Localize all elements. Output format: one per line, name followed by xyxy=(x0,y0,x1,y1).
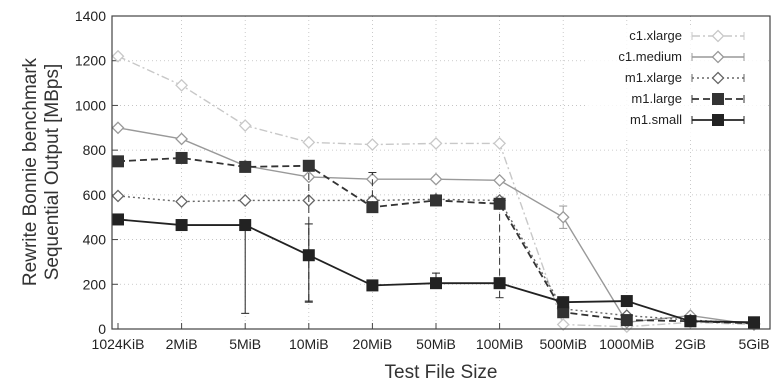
legend-swatch-marker xyxy=(711,71,725,85)
data-point xyxy=(429,137,443,150)
x-tick-label: 5GiB xyxy=(738,336,769,352)
data-point xyxy=(493,173,507,187)
x-tick-label: 20MiB xyxy=(353,336,393,352)
x-tick-label: 50MiB xyxy=(416,336,456,352)
data-point xyxy=(556,318,570,331)
x-tick-label: 1024KiB xyxy=(92,336,145,352)
data-point xyxy=(111,121,125,135)
series-line xyxy=(117,218,755,324)
data-point xyxy=(429,172,443,186)
data-point xyxy=(684,315,697,328)
series-layer xyxy=(111,49,761,334)
data-point xyxy=(556,210,570,224)
data-point xyxy=(111,189,125,203)
data-point xyxy=(366,279,379,292)
data-point xyxy=(239,219,252,232)
legend-swatch-marker xyxy=(711,50,725,64)
data-point xyxy=(366,201,379,214)
legend-label: c1.medium xyxy=(618,49,682,64)
data-point xyxy=(365,138,379,151)
data-point xyxy=(238,119,252,132)
y-tick-label: 1200 xyxy=(75,53,106,69)
y-tick-label: 800 xyxy=(83,142,107,158)
data-point xyxy=(748,316,760,329)
x-tick-label: 5MiB xyxy=(229,336,261,352)
series-line xyxy=(117,127,755,326)
data-point xyxy=(175,78,189,92)
data-point xyxy=(493,197,506,210)
data-point xyxy=(112,213,124,226)
y-tick-label: 1400 xyxy=(75,8,106,24)
data-point xyxy=(302,159,315,172)
legend-swatch-marker xyxy=(712,114,724,126)
x-tick-labels: 1024KiB 2MiB 5MiB 10MiB 20MiB 50MiB 100MiB 500M… xyxy=(92,336,770,352)
data-point xyxy=(302,135,316,149)
series-m1-large xyxy=(112,151,760,330)
data-point xyxy=(175,151,188,164)
data-point xyxy=(238,194,252,207)
data-point xyxy=(430,277,442,290)
x-tick-label: 2MiB xyxy=(166,336,198,352)
data-point xyxy=(557,306,570,319)
data-point xyxy=(175,195,189,208)
series-c1-medium xyxy=(111,121,761,331)
data-point xyxy=(239,160,252,173)
x-tick-label: 500MiB xyxy=(539,336,586,352)
legend-background xyxy=(586,26,766,140)
legend-swatch-marker xyxy=(712,93,724,105)
data-point xyxy=(493,137,507,150)
legend-swatch-marker xyxy=(711,29,725,43)
x-axis-title: Test File Size xyxy=(385,362,498,383)
data-point xyxy=(620,295,633,308)
data-point xyxy=(175,132,189,146)
series-m1-small xyxy=(112,213,760,329)
data-point xyxy=(620,314,633,327)
plot-frame xyxy=(111,15,771,330)
y-tick-labels: 0 200 400 600 800 1000 1200 1400 xyxy=(75,8,106,337)
y-tick-label: 400 xyxy=(83,232,107,248)
x-tick-label: 100MiB xyxy=(476,336,523,352)
series-line xyxy=(117,195,755,325)
data-point xyxy=(493,277,506,290)
y-axis-title-line-2: Sequential Output [MBps] xyxy=(42,64,63,281)
y-tick-label: 600 xyxy=(83,187,107,203)
y-tick-label: 0 xyxy=(98,321,106,337)
legend-label: m1.small xyxy=(630,112,682,127)
data-point xyxy=(112,155,124,168)
x-tick-label: 1000MiB xyxy=(599,336,654,352)
y-axis-title-line-1: Rewrite Bonnie benchmark xyxy=(20,57,41,286)
legend-label: c1.xlarge xyxy=(629,28,682,43)
y-tick-label: 200 xyxy=(83,276,107,292)
y-tick-label: 1000 xyxy=(75,97,106,113)
legend: c1.xlarge c1.medium m1.xlarge m1.large m1.sm… xyxy=(586,26,766,140)
x-tick-label: 10MiB xyxy=(289,336,329,352)
legend-label: m1.large xyxy=(631,91,682,106)
x-tick-label: 2GiB xyxy=(675,336,706,352)
data-point xyxy=(557,296,570,309)
data-point xyxy=(111,49,125,63)
data-point xyxy=(175,219,188,232)
data-point xyxy=(430,194,442,207)
legend-label: m1.xlarge xyxy=(625,70,682,85)
data-point xyxy=(302,249,315,262)
